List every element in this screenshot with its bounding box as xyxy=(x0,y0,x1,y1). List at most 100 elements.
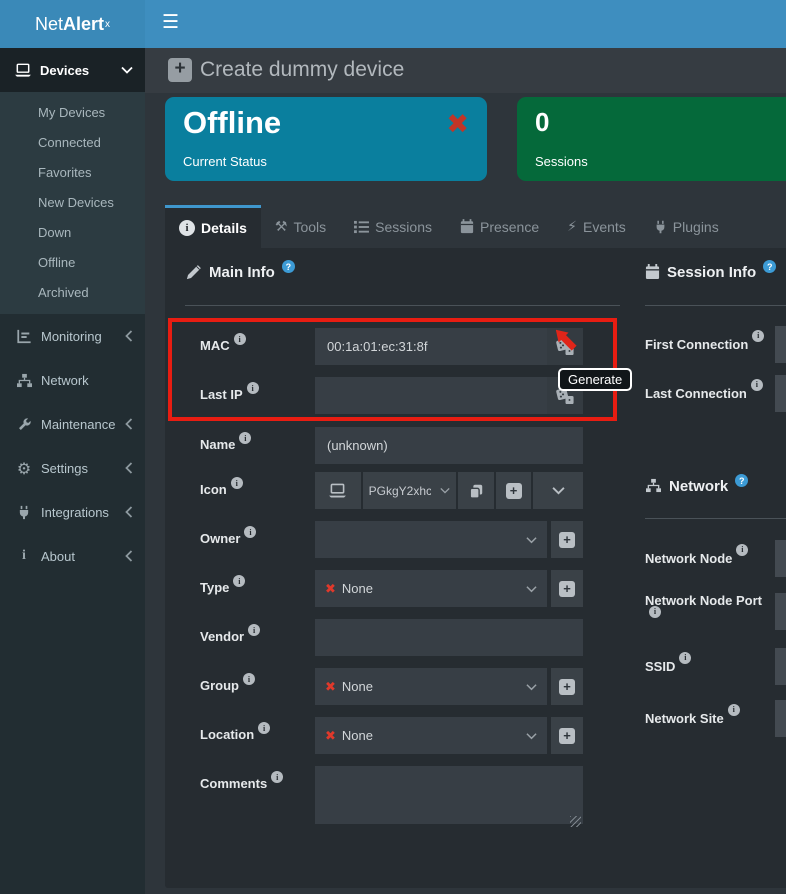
field-info-icon[interactable] xyxy=(246,382,259,394)
tab-tools[interactable]: Tools xyxy=(261,205,340,248)
last-connection-input[interactable] xyxy=(775,375,786,412)
sidebar-item-favorites[interactable]: Favorites xyxy=(38,165,92,180)
field-info-icon[interactable] xyxy=(679,651,692,664)
field-info-icon[interactable] xyxy=(233,575,246,587)
sidebar-item-connected[interactable]: Connected xyxy=(38,135,101,150)
sidebar-item-down[interactable]: Down xyxy=(38,225,72,240)
name-input[interactable] xyxy=(315,427,583,464)
field-label: Last Connection xyxy=(645,378,773,404)
group-select[interactable]: None xyxy=(315,668,547,705)
field-info-icon[interactable] xyxy=(248,624,261,636)
tools-icon xyxy=(275,219,288,235)
list-ol-icon xyxy=(354,220,370,234)
info-circle-icon: i xyxy=(179,220,195,236)
page-title: Create dummy device xyxy=(200,58,405,81)
network-site-input[interactable] xyxy=(775,700,786,737)
add-owner-button[interactable] xyxy=(551,521,583,558)
sidebar-item-network[interactable]: Network xyxy=(0,358,145,402)
sidebar-item-monitoring[interactable]: Monitoring xyxy=(0,314,145,358)
sidebar-item-settings[interactable]: Settings xyxy=(0,446,145,490)
owner-select[interactable] xyxy=(315,521,547,558)
help-icon[interactable] xyxy=(763,260,777,273)
mac-input[interactable] xyxy=(315,328,547,365)
type-select[interactable]: None xyxy=(315,570,547,607)
tab-sessions[interactable]: Sessions xyxy=(340,205,446,248)
plus-icon xyxy=(559,678,575,695)
tab-plugins[interactable]: Plugins xyxy=(640,205,733,248)
main-info-heading: Main Info xyxy=(185,260,295,281)
field-info-icon[interactable] xyxy=(752,329,765,342)
divider xyxy=(185,305,620,306)
gear-icon xyxy=(14,459,34,478)
sidebar-item-about[interactable]: i About xyxy=(0,534,145,578)
field-info-icon[interactable] xyxy=(258,722,271,734)
devices-submenu: My Devices Connected Favorites New Devic… xyxy=(0,92,145,314)
pencil-icon xyxy=(185,264,202,281)
sidebar-item-new-devices[interactable]: New Devices xyxy=(38,195,114,210)
form-row-network-node: Network Node xyxy=(645,540,786,577)
field-info-icon[interactable] xyxy=(736,543,749,556)
copy-icon xyxy=(469,484,483,499)
field-info-icon[interactable] xyxy=(230,477,243,489)
sidebar-item-archived[interactable]: Archived xyxy=(38,285,89,300)
divider xyxy=(645,518,786,519)
cursor-arrow-icon xyxy=(551,325,579,353)
sessions-card: 0 Sessions xyxy=(517,97,786,181)
add-type-button[interactable] xyxy=(551,570,583,607)
field-info-icon[interactable] xyxy=(271,771,284,783)
chevron-down-icon xyxy=(526,683,537,691)
plus-icon xyxy=(505,482,522,499)
tab-details[interactable]: i Details xyxy=(165,205,261,248)
tab-events[interactable]: Events xyxy=(553,205,640,248)
help-icon[interactable] xyxy=(281,260,295,273)
sidebar-item-label: Maintenance xyxy=(41,416,116,432)
vendor-input[interactable] xyxy=(315,619,583,656)
tab-presence[interactable]: Presence xyxy=(446,205,553,248)
brand-sup: x xyxy=(105,18,111,30)
form-row-location: Location None xyxy=(200,717,633,754)
help-icon[interactable] xyxy=(735,474,749,487)
network-node-input[interactable] xyxy=(775,540,786,577)
first-connection-input[interactable] xyxy=(775,326,786,363)
chevron-down-icon xyxy=(121,66,133,74)
field-info-icon[interactable] xyxy=(239,432,252,444)
section-title: Session Info xyxy=(667,264,757,281)
field-info-icon[interactable] xyxy=(727,703,740,716)
field-label: Last IP xyxy=(200,377,315,414)
copy-icon-button[interactable] xyxy=(457,472,494,509)
add-group-button[interactable] xyxy=(551,668,583,705)
brand-text-bold: Alert xyxy=(63,13,105,34)
add-icon-button[interactable] xyxy=(495,472,532,509)
last-ip-input[interactable] xyxy=(315,377,547,414)
brand-logo[interactable]: Net Alert x xyxy=(0,0,145,48)
add-location-button[interactable] xyxy=(551,717,583,754)
field-info-icon[interactable] xyxy=(750,378,763,391)
sidebar-item-devices[interactable]: Devices xyxy=(0,48,145,92)
network-heading: Network xyxy=(645,474,749,495)
expand-icons-button[interactable] xyxy=(533,472,583,509)
field-info-icon[interactable] xyxy=(233,333,246,345)
field-info-icon[interactable] xyxy=(649,606,661,618)
sidebar-item-offline[interactable]: Offline xyxy=(38,255,76,270)
hamburger-icon[interactable] xyxy=(162,11,179,34)
field-info-icon[interactable] xyxy=(244,526,257,538)
location-select[interactable]: None xyxy=(315,717,547,754)
network-node-port-input[interactable] xyxy=(775,592,786,630)
form-row-owner: Owner xyxy=(200,521,633,558)
x-icon xyxy=(325,679,336,695)
ssid-input[interactable] xyxy=(775,648,786,685)
field-info-icon[interactable] xyxy=(243,673,255,685)
sidebar-item-maintenance[interactable]: Maintenance xyxy=(0,402,145,446)
chevron-left-icon xyxy=(125,462,133,474)
sidebar-item-my-devices[interactable]: My Devices xyxy=(38,105,106,120)
resize-grip[interactable] xyxy=(570,816,581,827)
icon-select[interactable]: PGkgY2xhc3M xyxy=(362,472,456,509)
form-row-group: Group None xyxy=(200,668,633,705)
sidebar-item-integrations[interactable]: Integrations xyxy=(0,490,145,534)
calendar-icon xyxy=(645,264,660,280)
device-icon-preview-button[interactable] xyxy=(315,472,361,509)
comments-textarea[interactable] xyxy=(315,766,583,824)
form-row-comments: Comments xyxy=(200,766,633,829)
chart-icon xyxy=(14,329,34,344)
chevron-left-icon xyxy=(125,418,133,430)
